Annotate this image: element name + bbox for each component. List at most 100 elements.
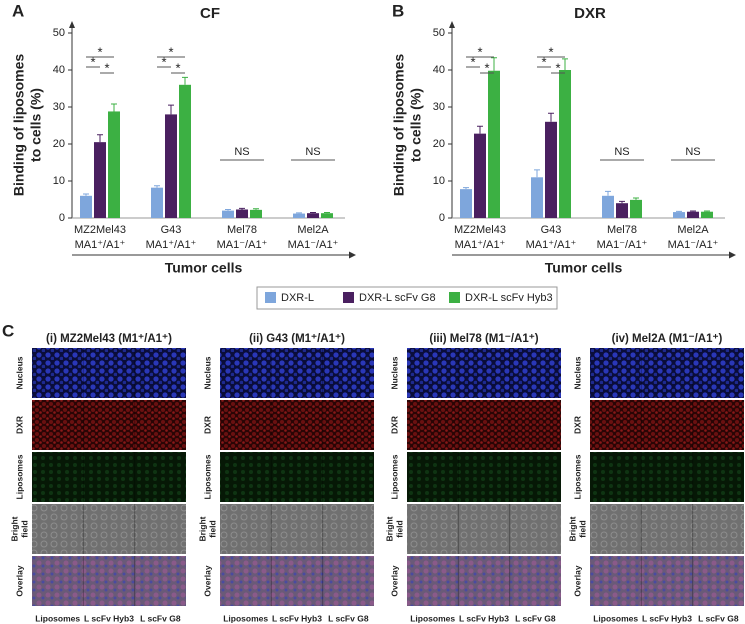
column-label: Liposomes [35,613,80,623]
bar [630,199,642,218]
y-axis-label: to cells (%) [408,88,424,162]
significance-label: * [541,54,546,69]
row-label: Overlay [572,565,582,596]
bar [531,177,543,218]
y-tick-label: 50 [433,27,445,39]
micrograph [407,452,561,502]
bar [474,133,486,218]
error-bar [491,57,497,71]
row-label: field [394,520,404,537]
bar [80,195,92,218]
x-tick-label: Mel2A [677,224,709,236]
chart-title: DXR [574,5,606,22]
y-axis-label: Binding of liposomes [391,54,407,197]
significance-label: * [90,54,95,69]
error-bar [182,76,188,85]
panel-title: (ii) G43 (M1⁺/A1⁺) [249,333,345,345]
x-tick-label: G43 [161,224,182,236]
y-tick-label: 20 [433,138,445,150]
error-bar [548,112,554,122]
micrograph [590,556,744,606]
micrograph [220,504,374,554]
significance-label: * [104,60,109,75]
significance-label: NS [234,146,249,158]
legend-box [256,286,558,310]
column-label: L scFv G8 [698,613,739,623]
row-label: Bright [9,516,19,541]
x-axis-arrow [729,251,736,259]
row-label: DXR [572,416,582,434]
column-label: L scFv G8 [140,613,181,623]
column-label: Liposomes [593,613,638,623]
significance-label: * [470,54,475,69]
y-tick-label: 20 [53,138,65,150]
micrograph [590,504,744,554]
row-label: DXR [14,416,24,434]
bar [321,213,333,218]
error-bar [619,200,625,204]
legend-label: DXR-L [281,292,314,304]
row-label: field [207,520,217,537]
row-label: Bright [384,516,394,541]
panel-title: (iii) Mel78 (M1⁻/A1⁺) [429,333,538,345]
error-bar [253,208,259,210]
significance-label: NS [614,146,629,158]
row-label: field [577,520,587,537]
row-label: Nucleus [14,356,24,389]
error-bar [605,190,611,196]
legend-label: DXR-L scFv Hyb3 [465,292,553,304]
error-bar [324,211,330,214]
significance-label: * [484,60,489,75]
error-bar [168,104,174,115]
bar [293,213,305,218]
row-label: Overlay [14,565,24,596]
panel-title: (iv) Mel2A (M1⁻/A1⁺) [612,333,723,345]
y-tick-label: 10 [433,175,445,187]
y-axis-label: Binding of liposomes [11,54,27,197]
y-tick-label: 0 [59,212,65,224]
legend-label: DXR-L scFv G8 [359,292,436,304]
row-label: Liposomes [389,454,399,499]
micrograph [32,556,186,606]
bar [687,211,699,218]
bar [559,70,571,218]
bar [616,203,628,218]
significance-label: NS [685,146,700,158]
x-axis-label: Tumor cells [545,260,623,276]
row-label: Overlay [202,565,212,596]
error-bar [111,103,117,112]
y-tick-label: 30 [433,101,445,113]
y-tick-label: 10 [53,175,65,187]
row-label: Liposomes [14,454,24,499]
bar [673,212,685,218]
bar [165,114,177,218]
error-bar [225,208,231,211]
bar [307,213,319,218]
error-bar [463,187,469,190]
x-tick-sublabel: MA1⁻/A1⁺ [597,239,648,251]
column-label: L scFv G8 [328,613,369,623]
x-tick-sublabel: MA1⁻/A1⁺ [217,239,268,251]
micrograph [590,452,744,502]
panel-letter: C [2,321,14,340]
significance-label: * [548,44,553,59]
bar [488,70,500,219]
bar [602,195,614,218]
row-label: Nucleus [572,356,582,389]
error-bar [633,197,639,200]
row-label: DXR [389,416,399,434]
legend-swatch [343,292,354,303]
row-label: Overlay [389,565,399,596]
bar [151,187,163,218]
row-label: Liposomes [572,454,582,499]
x-axis-arrow [349,251,356,259]
y-axis-arrow [69,21,75,28]
column-label: L scFv Hyb3 [84,613,134,623]
error-bar [239,207,245,210]
error-bar [296,212,302,214]
bar [222,210,234,218]
y-tick-label: 30 [53,101,65,113]
error-bar [690,210,696,212]
